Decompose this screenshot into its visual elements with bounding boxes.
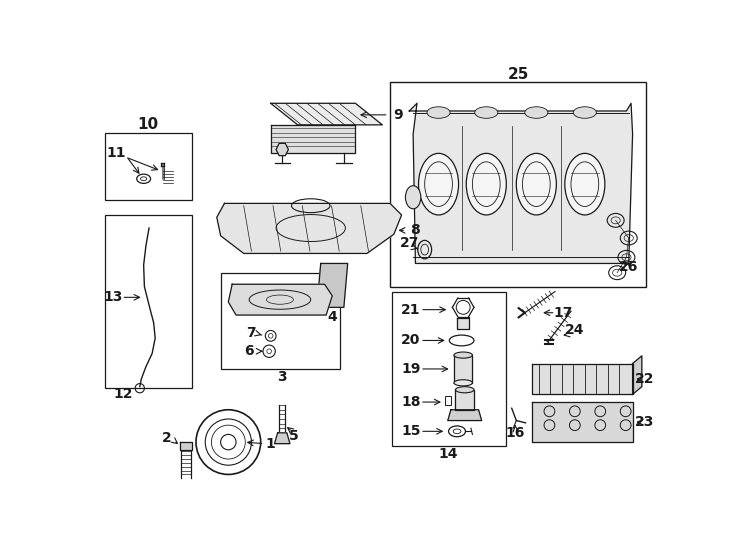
Text: 19: 19 (401, 362, 421, 376)
Text: 12: 12 (113, 387, 133, 401)
Polygon shape (532, 363, 633, 394)
Polygon shape (410, 103, 633, 264)
Text: 22: 22 (634, 372, 654, 386)
Text: 21: 21 (401, 302, 421, 316)
Text: 14: 14 (438, 447, 457, 461)
Polygon shape (457, 318, 469, 329)
Ellipse shape (573, 107, 597, 118)
Polygon shape (276, 143, 288, 156)
Text: 16: 16 (506, 426, 526, 440)
Polygon shape (454, 355, 473, 383)
Ellipse shape (565, 153, 605, 215)
Polygon shape (271, 103, 382, 125)
Polygon shape (228, 284, 333, 315)
Polygon shape (317, 264, 348, 307)
Text: 18: 18 (401, 395, 421, 409)
Ellipse shape (466, 153, 506, 215)
Polygon shape (532, 402, 633, 442)
Ellipse shape (525, 107, 548, 118)
Polygon shape (456, 390, 474, 410)
Text: 27: 27 (399, 237, 419, 251)
Bar (221, 273, 340, 369)
Text: 13: 13 (104, 291, 123, 305)
Text: 2: 2 (162, 431, 172, 446)
Bar (105, 132, 192, 200)
Bar (105, 215, 192, 388)
Text: 5: 5 (289, 429, 299, 443)
Text: 11: 11 (107, 146, 126, 160)
Text: 7: 7 (247, 326, 256, 340)
Polygon shape (633, 356, 642, 394)
Polygon shape (217, 204, 401, 253)
Text: 4: 4 (327, 310, 337, 325)
Text: 24: 24 (565, 323, 584, 338)
Ellipse shape (454, 380, 473, 386)
Ellipse shape (516, 153, 556, 215)
Bar (390, 82, 647, 287)
Ellipse shape (454, 352, 473, 358)
Ellipse shape (427, 107, 450, 118)
Text: 6: 6 (244, 344, 254, 358)
Text: 20: 20 (401, 334, 421, 347)
Text: 26: 26 (619, 260, 639, 274)
Text: 10: 10 (137, 117, 158, 132)
Text: 8: 8 (410, 224, 421, 238)
Ellipse shape (418, 153, 459, 215)
Text: 25: 25 (508, 66, 529, 82)
Ellipse shape (405, 186, 421, 209)
Bar (446, 396, 451, 405)
Polygon shape (180, 442, 192, 450)
Bar (393, 292, 506, 446)
Text: 9: 9 (393, 108, 402, 122)
Text: 3: 3 (277, 370, 287, 383)
Ellipse shape (456, 387, 474, 393)
Text: 23: 23 (634, 415, 654, 429)
Text: 1: 1 (266, 437, 275, 451)
Polygon shape (448, 410, 482, 421)
Text: 15: 15 (401, 424, 421, 438)
Ellipse shape (475, 107, 498, 118)
Polygon shape (275, 433, 290, 444)
Polygon shape (271, 125, 355, 153)
Text: 17: 17 (553, 306, 573, 320)
